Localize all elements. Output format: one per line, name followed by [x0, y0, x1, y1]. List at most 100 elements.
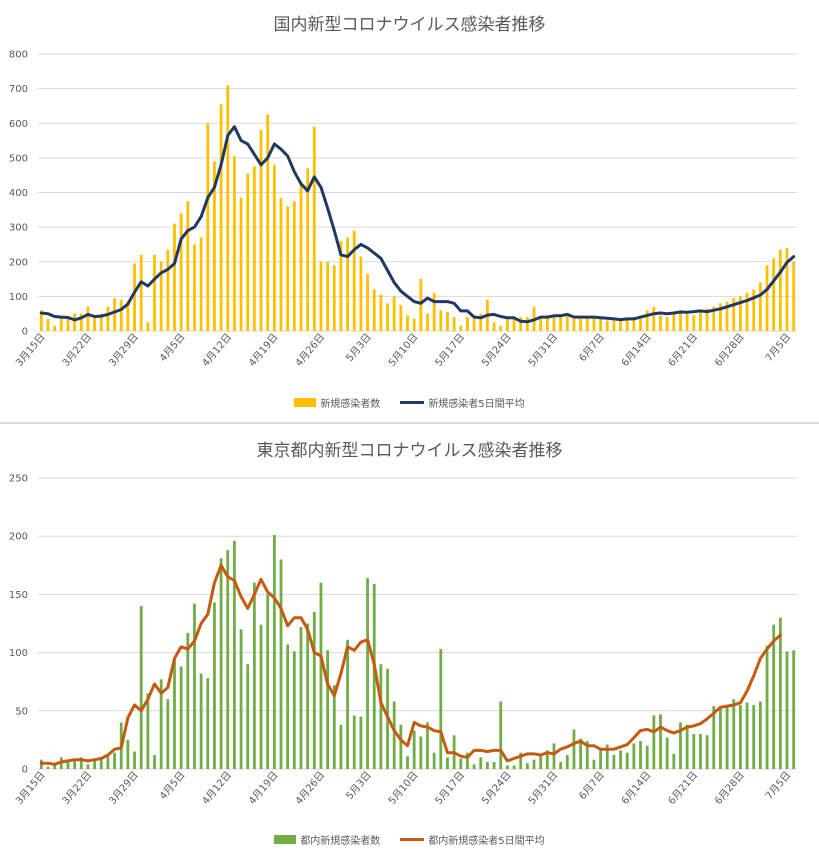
bar — [173, 658, 176, 769]
y-tick-label: 700 — [9, 84, 28, 95]
bar — [552, 315, 556, 331]
bar — [226, 550, 230, 769]
bar — [612, 755, 616, 769]
bar — [166, 699, 170, 769]
bar — [312, 611, 316, 769]
series-line — [39, 563, 782, 766]
bar — [585, 741, 589, 769]
bar — [699, 310, 702, 331]
bar — [106, 306, 110, 331]
bar — [412, 730, 416, 769]
bar — [512, 318, 516, 331]
bar — [352, 715, 356, 769]
bar — [752, 289, 756, 331]
bar — [572, 729, 576, 769]
bar — [532, 759, 536, 769]
bar — [119, 299, 123, 331]
bar — [166, 249, 170, 331]
bar — [146, 693, 150, 769]
bar — [133, 751, 136, 769]
bar — [246, 173, 250, 331]
bar — [472, 764, 476, 769]
bar — [259, 624, 263, 769]
bar — [272, 535, 276, 769]
bar — [419, 736, 423, 769]
chart-title: 国内新型コロナウイルス感染者推移 — [273, 15, 546, 35]
x-tick-label: 5月31日 — [526, 331, 560, 369]
bar — [372, 289, 376, 331]
bar — [486, 762, 489, 769]
bar — [699, 734, 702, 769]
bar — [572, 318, 576, 331]
bar — [466, 752, 469, 769]
bar — [173, 223, 176, 331]
bar — [659, 714, 662, 769]
bar — [66, 762, 70, 769]
bar — [279, 197, 283, 331]
y-tick-label: 300 — [9, 223, 28, 234]
bar — [106, 755, 110, 769]
chart-title: 東京都内新型コロナウイルス感染者推移 — [256, 441, 563, 461]
bar — [505, 318, 509, 331]
bar — [459, 325, 463, 331]
y-tick-label: 150 — [9, 590, 28, 601]
bar — [279, 559, 283, 769]
bar — [86, 764, 90, 769]
bar — [199, 237, 203, 331]
bar — [346, 639, 349, 769]
bar — [286, 644, 290, 769]
bar — [539, 755, 543, 769]
bar — [66, 318, 70, 331]
x-tick-label: 5月3日 — [344, 331, 374, 364]
y-tick-label: 400 — [9, 188, 28, 199]
bar — [99, 757, 103, 769]
bar — [592, 317, 596, 331]
bar — [266, 114, 270, 331]
bar — [772, 258, 776, 331]
bar — [312, 126, 316, 332]
x-tick-label: 3月15日 — [13, 331, 47, 369]
bar — [432, 292, 436, 331]
bar — [332, 265, 336, 331]
bar — [705, 735, 709, 769]
bar — [239, 197, 243, 331]
bar — [339, 240, 343, 331]
x-tick-label: 4月19日 — [246, 769, 280, 807]
legend-label: 新規感染者5日間平均 — [428, 399, 525, 410]
bar — [665, 317, 669, 331]
bar — [499, 701, 503, 769]
bar — [93, 759, 96, 769]
bar — [632, 317, 636, 331]
bar — [113, 752, 116, 769]
x-tick-label: 5月10日 — [386, 331, 420, 369]
bar — [452, 317, 456, 331]
x-tick-label: 4月26日 — [293, 769, 327, 807]
tokyo-chart-plot: 0 50 100 150 200 250 3月15日 3月22日 3月29日 4月5日 4月12日 4… — [9, 474, 797, 807]
bar — [239, 629, 243, 769]
bar — [46, 766, 50, 769]
bar — [153, 755, 156, 769]
bar — [113, 298, 116, 331]
bar — [432, 752, 436, 769]
y-tick-label: 100 — [9, 648, 28, 659]
bar — [692, 734, 696, 769]
series-line — [39, 125, 796, 324]
bar — [79, 757, 83, 769]
y-tick-label: 250 — [9, 474, 28, 485]
bar — [399, 305, 403, 331]
bar — [692, 315, 696, 331]
bar — [306, 168, 310, 331]
bar — [46, 318, 50, 331]
x-tick-label: 4月5日 — [157, 331, 187, 364]
bar — [326, 261, 330, 331]
bar — [126, 301, 130, 331]
bar — [519, 317, 523, 331]
bar — [366, 273, 369, 331]
bar — [545, 750, 549, 769]
bar — [466, 317, 469, 331]
x-tick-label: 5月3日 — [344, 769, 374, 802]
bar — [665, 737, 669, 769]
bar — [719, 708, 722, 769]
bar — [559, 317, 563, 331]
bar — [639, 741, 642, 769]
